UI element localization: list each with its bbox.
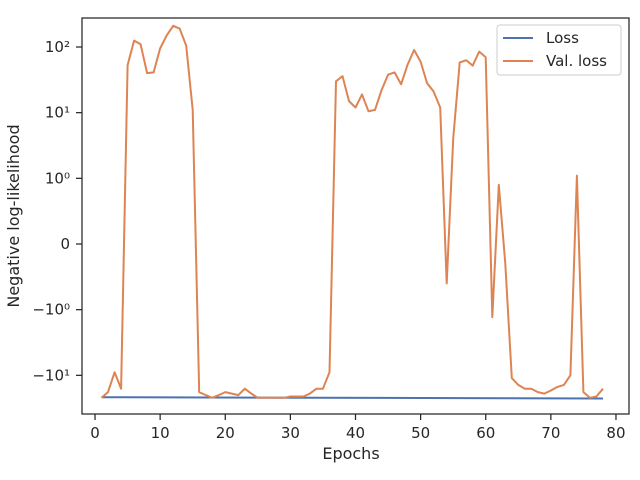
y-tick-label: −10¹ — [32, 366, 70, 384]
y-tick-label: 10² — [45, 38, 70, 56]
x-axis-label: Epochs — [322, 444, 379, 463]
x-tick-label: 40 — [346, 424, 365, 442]
x-tick-label: 0 — [90, 424, 100, 442]
x-tick-label: 50 — [411, 424, 430, 442]
legend-label-loss: Loss — [546, 29, 579, 47]
y-tick-label: −10⁰ — [32, 301, 70, 319]
y-tick-label: 10⁰ — [45, 169, 70, 187]
legend-label-val-loss: Val. loss — [546, 52, 607, 70]
x-tick-label: 20 — [216, 424, 235, 442]
x-tick-label: 70 — [541, 424, 560, 442]
series-line-val-loss — [100, 24, 604, 399]
x-tick-label: 60 — [476, 424, 495, 442]
x-tick-label: 30 — [281, 424, 300, 442]
legend: Loss Val. loss — [496, 24, 622, 76]
x-tick-label: 10 — [151, 424, 170, 442]
series-line-loss — [101, 396, 604, 400]
x-tick-label: 80 — [606, 424, 625, 442]
y-axis-label: Negative log-likelihood — [4, 124, 23, 307]
plot-area — [81, 17, 630, 415]
y-tick-label: 10¹ — [45, 104, 70, 122]
y-tick-label: 0 — [60, 235, 70, 253]
